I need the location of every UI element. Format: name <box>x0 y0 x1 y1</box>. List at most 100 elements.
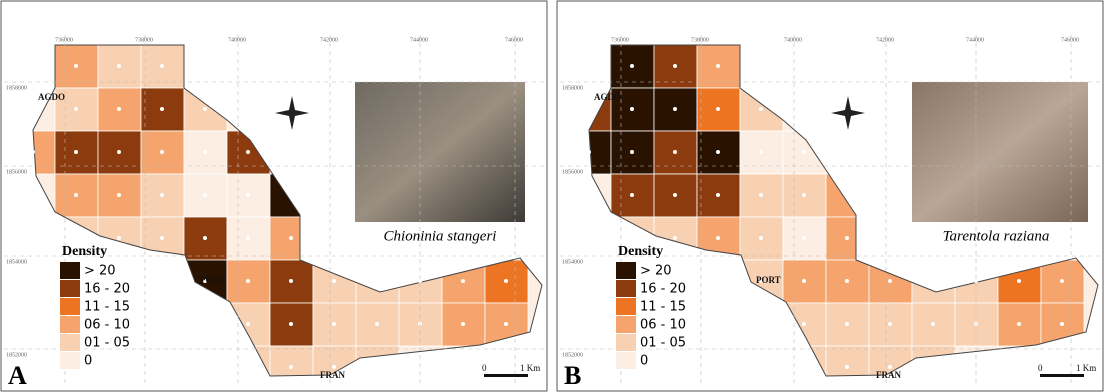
y-coord: 1856000 <box>6 169 27 175</box>
sample-point <box>802 322 806 326</box>
sample-point <box>630 64 634 68</box>
legend-swatch <box>60 334 80 351</box>
x-coord: 742000 <box>320 37 338 43</box>
legend-label: 0 <box>640 354 648 369</box>
sample-point <box>461 322 465 326</box>
sample-point <box>716 107 720 111</box>
sample-point <box>375 365 379 369</box>
sample-point <box>117 64 121 68</box>
sample-point <box>888 365 892 369</box>
legend-label: > 20 <box>84 264 116 279</box>
sample-point <box>673 107 677 111</box>
map-shape <box>912 82 1088 222</box>
x-coord: 746000 <box>505 37 523 43</box>
y-coord: 1854000 <box>6 259 27 265</box>
x-coord: 738000 <box>691 37 709 43</box>
legend-title: Density <box>62 244 107 259</box>
legend-title: Density <box>618 244 663 259</box>
figure: 736000 738000 740000 742000 744000 746000 1858… <box>0 0 1104 392</box>
sample-point <box>74 64 78 68</box>
legend-label: 11 - 15 <box>84 300 130 315</box>
sample-point <box>203 193 207 197</box>
sample-point <box>504 279 508 283</box>
sample-point <box>630 107 634 111</box>
panel: 7360007380007400007420007440007460001858… <box>557 1 1103 391</box>
sample-point <box>246 365 250 369</box>
sample-point <box>117 150 121 154</box>
place-label: PORT <box>756 275 781 285</box>
place-label: FRAN <box>320 370 345 380</box>
sample-point <box>160 150 164 154</box>
legend-swatch <box>60 298 80 315</box>
sample-point <box>759 107 763 111</box>
species-name: Tarentola raziana <box>943 228 1050 244</box>
place-label: AGDO <box>38 92 65 102</box>
sample-point <box>375 279 379 283</box>
sample-point <box>332 365 336 369</box>
sample-point <box>289 322 293 326</box>
sample-point <box>759 236 763 240</box>
x-coord: 740000 <box>784 37 802 43</box>
x-coord: 744000 <box>966 37 984 43</box>
sample-point <box>716 150 720 154</box>
sample-point <box>74 193 78 197</box>
sample-point <box>931 279 935 283</box>
sample-point <box>1017 322 1021 326</box>
sample-point <box>246 236 250 240</box>
sample-point <box>802 279 806 283</box>
scale-end: 1 Km <box>520 363 540 373</box>
sample-point <box>160 107 164 111</box>
sample-point <box>117 193 121 197</box>
scale-bar <box>484 374 528 377</box>
sample-point <box>802 150 806 154</box>
sample-point <box>203 107 207 111</box>
place-label: AGDO <box>594 92 621 102</box>
sample-point <box>587 150 591 154</box>
map-shape <box>355 82 525 222</box>
legend-label: 0 <box>84 354 92 369</box>
sample-point <box>673 193 677 197</box>
sample-point <box>160 236 164 240</box>
legend-swatch <box>616 280 636 297</box>
legend-swatch <box>616 316 636 333</box>
sample-point <box>716 236 720 240</box>
sample-point <box>1060 322 1064 326</box>
sample-point <box>289 193 293 197</box>
sample-point <box>1060 279 1064 283</box>
legend-swatch <box>616 334 636 351</box>
sample-point <box>375 322 379 326</box>
y-coord: 1854000 <box>562 259 583 265</box>
panel-letter: A <box>8 361 27 390</box>
sample-point <box>289 279 293 283</box>
sample-point <box>246 279 250 283</box>
sample-point <box>845 322 849 326</box>
legend-label: 01 - 05 <box>640 336 686 351</box>
sample-point <box>888 279 892 283</box>
sample-point <box>888 322 892 326</box>
legend-label: 11 - 15 <box>640 300 686 315</box>
sample-point <box>246 193 250 197</box>
scale-start: 0 <box>1038 363 1043 373</box>
sample-point <box>759 150 763 154</box>
y-coord: 1856000 <box>562 169 583 175</box>
sample-point <box>673 236 677 240</box>
sample-point <box>716 193 720 197</box>
x-coord: 740000 <box>228 37 246 43</box>
sample-point <box>117 107 121 111</box>
sample-point <box>802 365 806 369</box>
scale-bar <box>1040 374 1084 377</box>
sample-point <box>630 236 634 240</box>
y-coord: 1858000 <box>6 85 27 91</box>
place-label: FRAN <box>876 370 901 380</box>
sample-point <box>673 64 677 68</box>
sample-point <box>246 150 250 154</box>
sample-point <box>630 150 634 154</box>
legend-swatch <box>60 280 80 297</box>
sample-point <box>931 322 935 326</box>
sample-point <box>160 193 164 197</box>
x-coord: 736000 <box>611 37 629 43</box>
sample-point <box>203 236 207 240</box>
legend-swatch <box>616 352 636 369</box>
x-coord: 738000 <box>135 37 153 43</box>
